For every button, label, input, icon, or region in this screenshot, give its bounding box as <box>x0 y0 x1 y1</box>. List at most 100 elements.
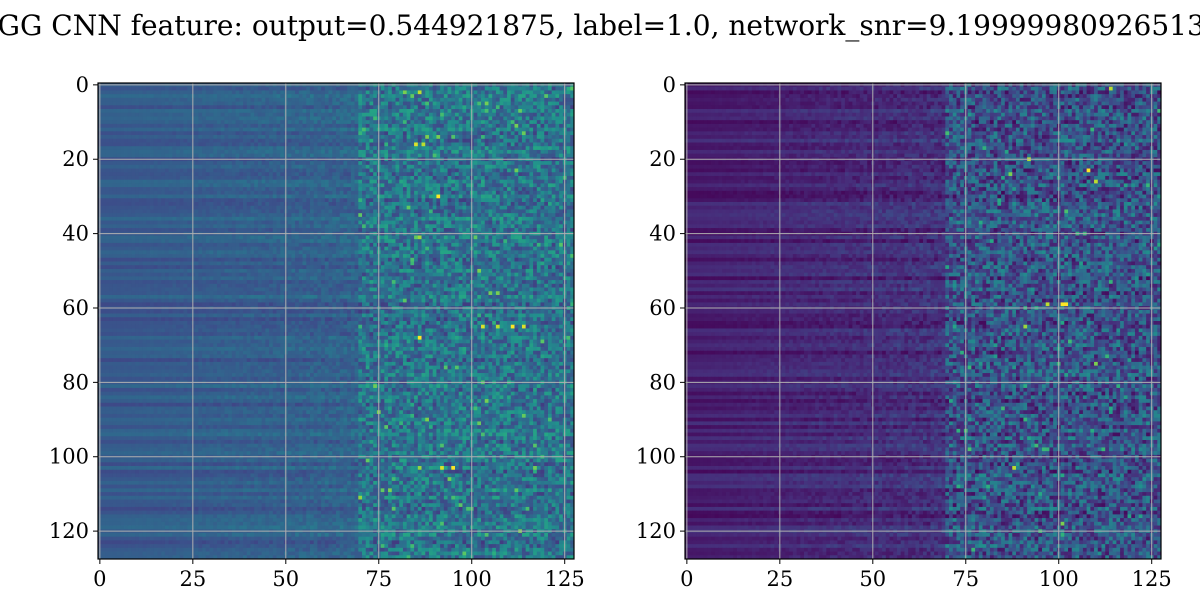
heatmap-cell <box>291 94 296 99</box>
heatmap-cell <box>291 138 296 143</box>
heatmap-cell <box>477 172 482 177</box>
heatmap-cell <box>328 86 333 91</box>
heatmap-cell <box>488 161 493 166</box>
heatmap-cell <box>551 187 556 192</box>
heatmap-cell <box>395 131 400 136</box>
heatmap-cell <box>388 216 393 221</box>
heatmap-cell <box>406 131 411 136</box>
heatmap-cell <box>347 168 352 173</box>
heatmap-cell <box>544 194 549 199</box>
heatmap-cell <box>399 142 404 147</box>
heatmap-cell <box>339 224 344 229</box>
heatmap-cell <box>484 187 489 192</box>
heatmap-cell <box>332 213 337 218</box>
heatmap-cell <box>280 90 285 95</box>
heatmap-cell <box>302 161 307 166</box>
heatmap-cell <box>462 179 467 184</box>
heatmap-cell <box>124 94 129 99</box>
heatmap-cell <box>540 116 545 121</box>
heatmap-cell <box>484 94 489 99</box>
heatmap-cell <box>347 135 352 140</box>
heatmap-cell <box>484 220 489 225</box>
heatmap-cell <box>135 86 140 91</box>
heatmap-cell <box>309 224 315 229</box>
heatmap-cell <box>287 90 292 95</box>
heatmap-cell <box>146 198 151 203</box>
heatmap-cell <box>488 116 493 121</box>
heatmap-cell <box>313 120 318 125</box>
heatmap-cell <box>224 142 229 147</box>
heatmap-cell <box>477 127 482 132</box>
heatmap-cell <box>343 194 348 199</box>
heatmap-cell <box>302 205 307 210</box>
heatmap-cell <box>432 202 437 207</box>
heatmap-cell <box>540 101 545 106</box>
heatmap-cell <box>202 120 207 125</box>
heatmap-cell <box>358 146 363 151</box>
heatmap-cell <box>246 213 251 218</box>
heatmap-cell <box>507 112 512 117</box>
heatmap-cell <box>336 90 341 95</box>
heatmap-cell <box>425 135 430 140</box>
heatmap-cell <box>246 164 251 169</box>
heatmap-cell <box>287 131 292 136</box>
heatmap-cell <box>153 120 158 125</box>
heatmap-cell <box>198 202 203 207</box>
heatmap-cell <box>161 142 166 147</box>
heatmap-cell <box>224 161 229 166</box>
heatmap-cell <box>362 224 367 229</box>
heatmap-cell <box>417 172 422 177</box>
heatmap-cell <box>120 131 125 136</box>
heatmap-cell <box>369 101 374 106</box>
heatmap-cell <box>551 120 556 125</box>
heatmap-cell <box>116 120 121 125</box>
heatmap-cell <box>231 116 236 121</box>
heatmap-cell <box>358 172 363 177</box>
heatmap-cell <box>313 194 318 199</box>
heatmap-cell <box>276 120 281 125</box>
heatmap-cell <box>298 123 303 129</box>
heatmap-cell <box>138 86 144 91</box>
heatmap-cell <box>224 90 229 95</box>
heatmap-cell <box>350 205 355 210</box>
heatmap-cell <box>217 164 222 169</box>
heatmap-cell <box>220 224 225 229</box>
heatmap-cell <box>373 190 378 195</box>
heatmap-cell <box>555 127 560 132</box>
heatmap-cell <box>220 120 225 125</box>
heatmap-cell <box>261 172 266 177</box>
heatmap-cell <box>321 190 326 195</box>
heatmap-cell <box>365 112 370 117</box>
heatmap-cell <box>146 86 151 91</box>
heatmap-cell <box>499 168 504 173</box>
heatmap-cell <box>499 101 504 106</box>
heatmap-cell <box>388 198 393 203</box>
heatmap-cell <box>529 187 534 192</box>
heatmap-cell <box>365 146 370 151</box>
heatmap-cell <box>347 86 352 91</box>
heatmap-cell <box>220 86 225 91</box>
heatmap-cell <box>202 105 207 110</box>
heatmap-cell <box>388 101 393 106</box>
heatmap-cell <box>507 183 512 188</box>
heatmap-cell <box>265 97 270 102</box>
heatmap-cell <box>395 224 400 229</box>
heatmap-cell <box>551 86 556 91</box>
heatmap-cell <box>209 220 214 225</box>
heatmap-cell <box>269 105 274 110</box>
heatmap-cell <box>131 94 136 99</box>
heatmap-cell <box>309 131 315 136</box>
heatmap-cell <box>112 164 117 169</box>
heatmap-cell <box>369 183 374 188</box>
heatmap-cell <box>510 146 515 151</box>
heatmap-cell <box>183 220 188 225</box>
heatmap-cell <box>187 175 192 181</box>
heatmap-cell <box>250 216 255 221</box>
heatmap-cell <box>328 209 333 214</box>
heatmap-cell <box>399 146 404 151</box>
heatmap-cell <box>544 90 549 95</box>
heatmap-cell <box>295 190 300 195</box>
heatmap-cell <box>291 205 296 210</box>
heatmap-cell <box>425 123 430 129</box>
heatmap-cell <box>280 190 285 195</box>
